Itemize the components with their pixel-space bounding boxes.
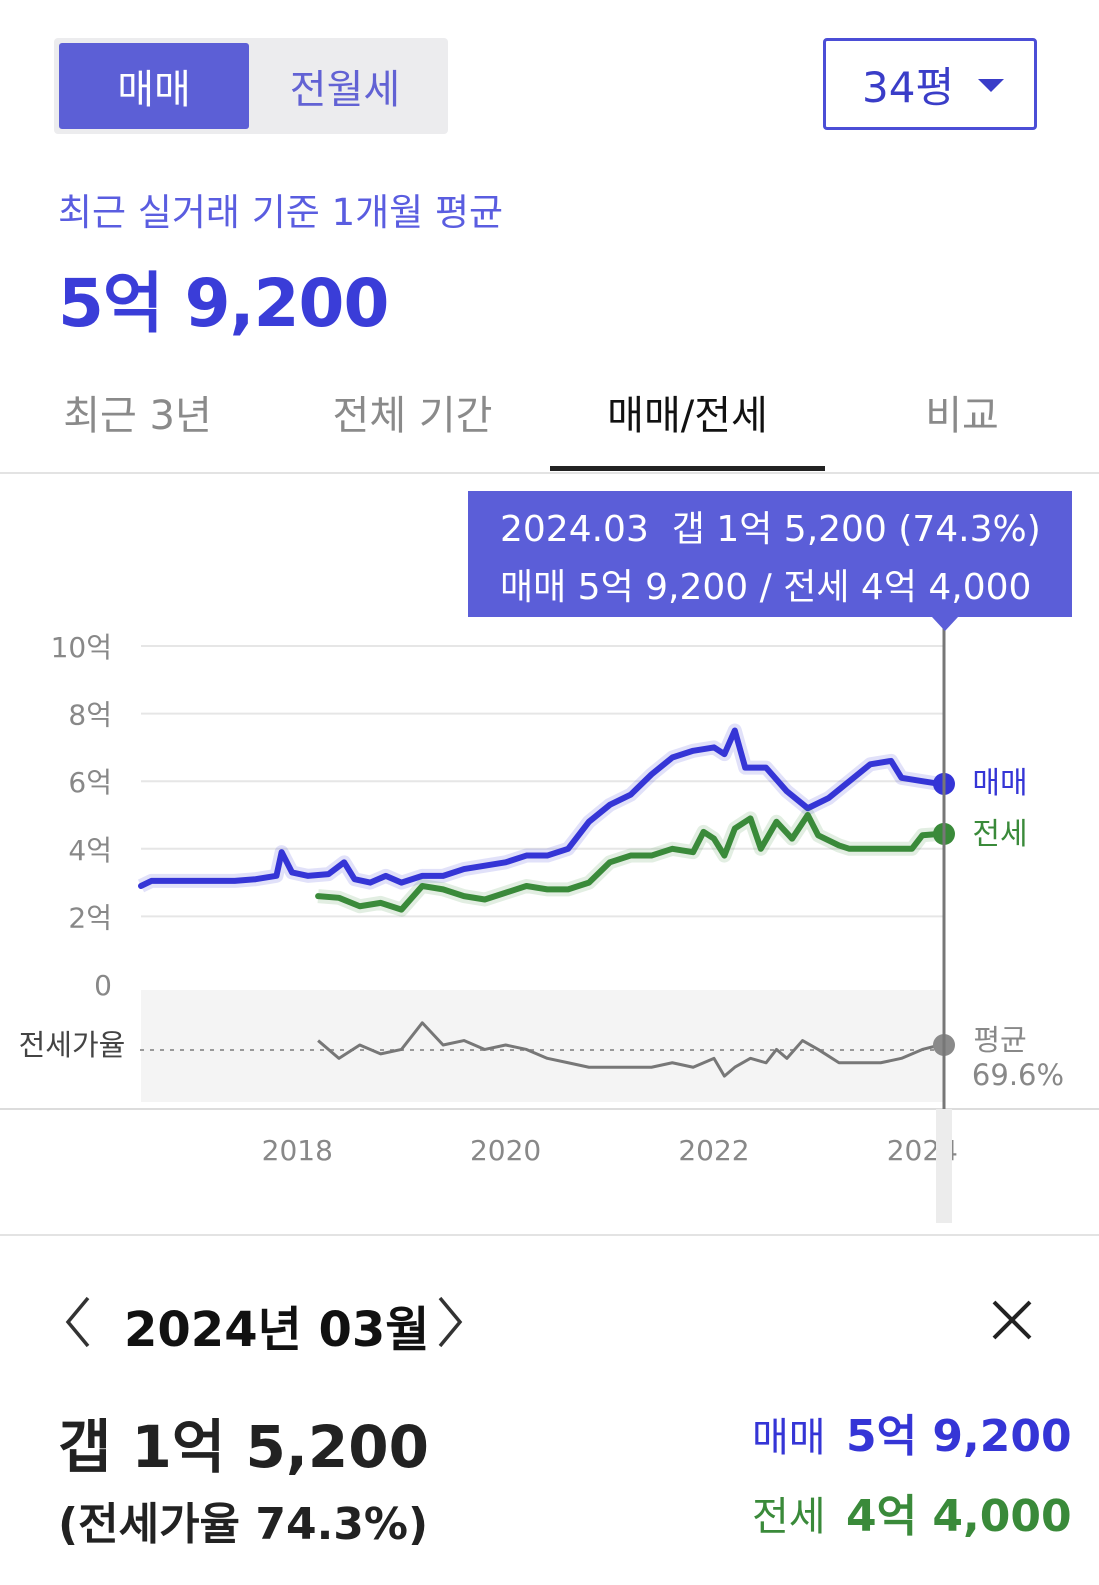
series-line-jeonse [315,812,944,913]
ratio-avg-label: 평균 [973,1023,1026,1057]
series-band-0 [137,723,942,893]
chart-grid [141,645,944,918]
tab-divider [0,472,1099,474]
y-axis: 10억 8억 6억 4억 2억 0 [51,631,112,1002]
sale-series-label: 매매 [972,766,1027,801]
y-tick-label: 0 [94,969,112,1002]
tab-all-period[interactable]: 전체 기간 [332,393,493,439]
ratio-band-background [141,990,944,1102]
cursor-handle-track[interactable] [936,1109,952,1223]
jeonse-series-label: 전세 [972,817,1027,852]
chart-series [137,723,955,917]
segment-sale-button[interactable]: 매매 [59,43,249,129]
detail-jeonse-value: 4억 4,000 [846,1491,1072,1542]
ratio-line [317,1021,941,1078]
x-tick-label: 2018 [262,1134,333,1167]
tab-compare[interactable]: 비교 [925,393,999,439]
area-size-value: 34평 [862,62,955,112]
summary-caption: 최근 실거래 기준 1개월 평균 [58,191,504,234]
x-tick-label: 2022 [678,1134,749,1167]
detail-jeonse-label: 전세 [752,1494,826,1540]
tab-active-underline [550,466,825,471]
detail-month: 2024년 03월 [124,1302,430,1358]
x-tick-label: 2020 [470,1134,541,1167]
detail-gap: 갭 1억 5,200 [58,1413,429,1481]
chevron-left-icon[interactable] [60,1292,100,1352]
segment-rent-button[interactable]: 전월세 [250,43,440,129]
y-tick-label: 2억 [68,901,112,934]
trade-type-toggle: 매매 전월세 [54,38,448,134]
y-tick-label: 6억 [68,766,112,799]
detail-ratio: (전세가율 74.3%) [58,1499,429,1550]
tab-sale-jeonse[interactable]: 매매/전세 [607,393,768,439]
chevron-right-icon[interactable] [428,1292,468,1352]
ratio-axis-label: 전세가율 [19,1028,126,1062]
tooltip-line-1: 2024.03 갭 1억 5,200 (74.3%) [500,509,1041,550]
caret-down-icon [978,79,1004,92]
x-axis: 2018 2020 2022 2024 [262,1134,958,1167]
y-tick-label: 4억 [68,834,112,867]
summary-price: 5억 9,200 [58,265,389,342]
detail-sale-label: 매매 [752,1415,826,1461]
y-tick-label: 8억 [68,699,112,732]
section-divider [0,1234,1099,1236]
series-line-sale [138,727,944,889]
tooltip-arrow [932,617,958,631]
tooltip-line-2: 매매 5억 9,200 / 전세 4억 4,000 [500,567,1032,608]
detail-sale-value: 5억 9,200 [846,1411,1072,1462]
area-size-dropdown[interactable]: 34평 [823,38,1037,130]
tab-recent-3y[interactable]: 최근 3년 [63,393,212,439]
y-tick-label: 10억 [51,631,112,664]
close-icon[interactable] [990,1298,1034,1342]
ratio-avg-value: 69.6% [972,1058,1064,1092]
chart-tooltip: 2024.03 갭 1억 5,200 (74.3%) 매매 5억 9,200 /… [468,491,1072,617]
